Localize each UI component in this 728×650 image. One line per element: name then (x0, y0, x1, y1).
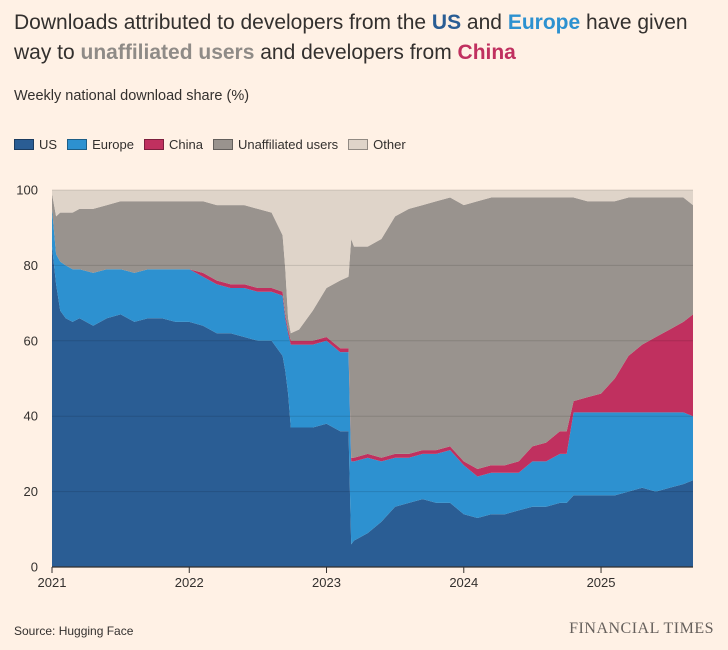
area-series-unaffiliated-users (52, 193, 693, 470)
x-tick-label: 2024 (449, 575, 478, 590)
y-tick-label: 20 (24, 484, 38, 499)
chart-subtitle: Weekly national download share (%) (14, 88, 250, 104)
x-tick-label: 2023 (312, 575, 341, 590)
chart-title: Downloads attributed to developers from … (14, 8, 714, 68)
legend-item-unaffiliated: Unaffiliated users (212, 137, 339, 152)
title-part: Downloads attributed to developers from … (14, 11, 432, 34)
x-tick-label: 2022 (175, 575, 204, 590)
legend-item-us: US (14, 137, 57, 152)
legend-swatch (67, 139, 88, 150)
legend-label: Europe (92, 137, 134, 152)
title-part: and developers from (254, 41, 458, 64)
title-part: and (461, 11, 508, 34)
legend-label: US (39, 137, 58, 152)
legend-swatch (212, 139, 233, 150)
source-note: Source: Hugging Face (14, 624, 134, 638)
chart-legend: US Europe China Unaffiliated users Other (14, 137, 406, 152)
stacked-area-chart: 0 20 40 60 80 100 2021 2022 2023 2024 2025 (16, 183, 693, 590)
y-tick-label: 40 (24, 409, 38, 424)
legend-item-europe: Europe (67, 137, 134, 152)
area-series-us (52, 246, 693, 567)
title-highlight-china: China (457, 41, 516, 64)
legend-item-china: China (143, 137, 203, 152)
legend-swatch (143, 139, 164, 150)
y-tick-label: 0 (31, 560, 38, 575)
legend-swatch (348, 139, 369, 150)
area-series-europe (52, 208, 693, 545)
legend-item-other: Other (348, 137, 406, 152)
x-tick-label: 2021 (38, 575, 67, 590)
y-tick-label: 100 (16, 183, 38, 198)
title-part: have given way to (14, 11, 688, 64)
area-series-other (52, 190, 693, 334)
title-highlight-europe: Europe (507, 11, 581, 34)
legend-label: Other (373, 137, 406, 152)
y-tick-label: 60 (24, 333, 38, 348)
legend-label: China (168, 137, 203, 152)
legend-swatch (14, 139, 34, 150)
title-highlight-us: US (431, 11, 462, 34)
ft-brand-logo: FINANCIAL TIMES (569, 620, 714, 637)
legend-label: Unaffiliated users (237, 137, 339, 152)
x-tick-label: 2025 (587, 575, 616, 590)
title-highlight-unaffiliated: unaffiliated users (80, 41, 255, 64)
y-tick-label: 80 (24, 258, 38, 273)
